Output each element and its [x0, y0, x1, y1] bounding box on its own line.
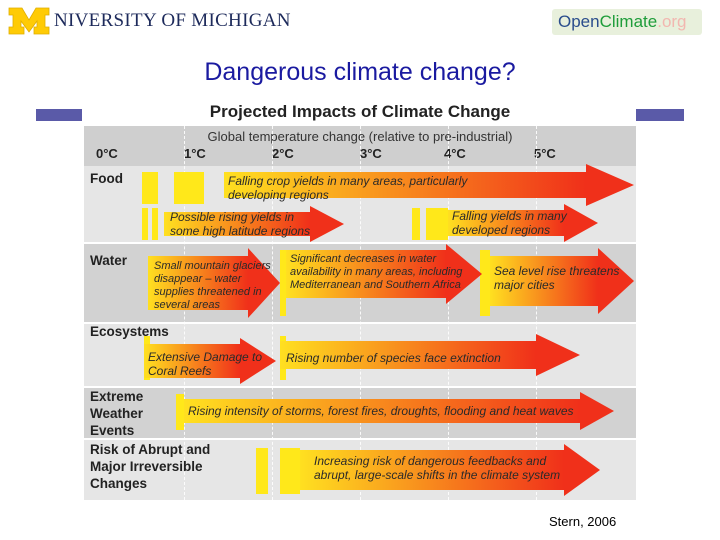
- food-yellow-block-1: [142, 172, 158, 204]
- category-abrupt-changes: Risk of Abrupt and Major Irreversible Ch…: [90, 442, 211, 491]
- arrow-water-sea-level: [490, 248, 636, 314]
- tick-label-5c: 5°C: [534, 146, 556, 161]
- arrow-extreme-storms: [184, 392, 614, 430]
- arrow-food-falling-developed: [448, 204, 598, 242]
- tick-label-4c: 4°C: [444, 146, 466, 161]
- decorative-bar-right: [636, 109, 684, 121]
- tick-label-3c: 3°C: [360, 146, 382, 161]
- decorative-bar-left: [36, 109, 82, 121]
- extreme-yellow-block: [176, 394, 184, 430]
- arrow-food-falling-yields: [224, 164, 634, 206]
- openclimate-logo: Open Climate .org: [552, 9, 702, 35]
- arrow-food-rising-yields: [164, 206, 344, 242]
- openclimate-logo-climate: Climate: [599, 12, 658, 31]
- label-water-decreases: Significant decreases in water availabil…: [290, 253, 463, 291]
- category-extreme-weather: Extreme Weather Events: [90, 389, 144, 438]
- openclimate-logo-org: .org: [657, 12, 687, 31]
- abrupt-yellow-block-2: [280, 448, 300, 494]
- gridline-5c: [536, 126, 537, 500]
- gridline-3c: [360, 126, 361, 500]
- label-food-rising-yields: Possible rising yields in some high lati…: [170, 210, 311, 238]
- water-yellow-block-2: [480, 250, 490, 316]
- slide-title: Dangerous climate change?: [204, 58, 516, 86]
- gridline-4c: [448, 126, 449, 500]
- gridline-1c: [184, 126, 185, 500]
- university-of-michigan-logo: NIVERSITY OF MICHIGAN: [8, 4, 298, 38]
- water-yellow-block-1: [280, 250, 286, 316]
- figure-title: Projected Impacts of Climate Change: [209, 102, 511, 121]
- tick-label-1c: 1°C: [184, 146, 206, 161]
- source-credit: Stern, 2006: [549, 514, 617, 529]
- food-yellow-block-3: [142, 208, 148, 240]
- tick-label-2c: 2°C: [272, 146, 294, 161]
- label-eco-extinction: Rising number of species face extinction: [286, 351, 501, 365]
- food-yellow-block-5: [412, 208, 420, 240]
- abrupt-yellow-block-1: [256, 448, 268, 494]
- arrow-eco-extinction: [280, 334, 580, 376]
- food-yellow-block-2: [174, 172, 204, 204]
- openclimate-logo-open: Open: [558, 12, 600, 31]
- climate-impacts-figure: Projected Impacts of Climate Change Glob…: [84, 98, 636, 500]
- food-yellow-block-4: [152, 208, 158, 240]
- food-yellow-block-6: [426, 208, 448, 240]
- tick-label-0c: 0°C: [96, 146, 118, 161]
- arrow-eco-coral: [144, 338, 276, 384]
- arrow-water-decreases: [286, 244, 482, 304]
- university-name-text: NIVERSITY OF MICHIGAN: [54, 10, 291, 31]
- label-abrupt-risk: Increasing risk of dangerous feedbacks a…: [314, 454, 561, 482]
- label-eco-coral: Extensive Damage to Coral Reefs: [148, 350, 263, 378]
- label-extreme-storms: Rising intensity of storms, forest fires…: [188, 404, 574, 418]
- label-food-falling-developed: Falling yields in many developed regions: [452, 209, 567, 237]
- label-food-falling-text: Falling crop yields in many areas, parti…: [228, 174, 468, 202]
- label-water-glaciers: Small mountain glaciers disappear – wate…: [154, 260, 271, 311]
- category-water: Water: [90, 253, 128, 268]
- arrow-abrupt-risk: [300, 444, 600, 496]
- arrow-water-glaciers: [148, 248, 280, 318]
- category-ecosystems: Ecosystems: [90, 324, 169, 339]
- block-m-icon: [8, 7, 50, 35]
- label-food-falling-yields: Falling crop yields in many areas, parti…: [228, 174, 498, 202]
- category-food: Food: [90, 171, 123, 186]
- label-water-sea-level: Sea level rise threatens major cities: [494, 264, 620, 292]
